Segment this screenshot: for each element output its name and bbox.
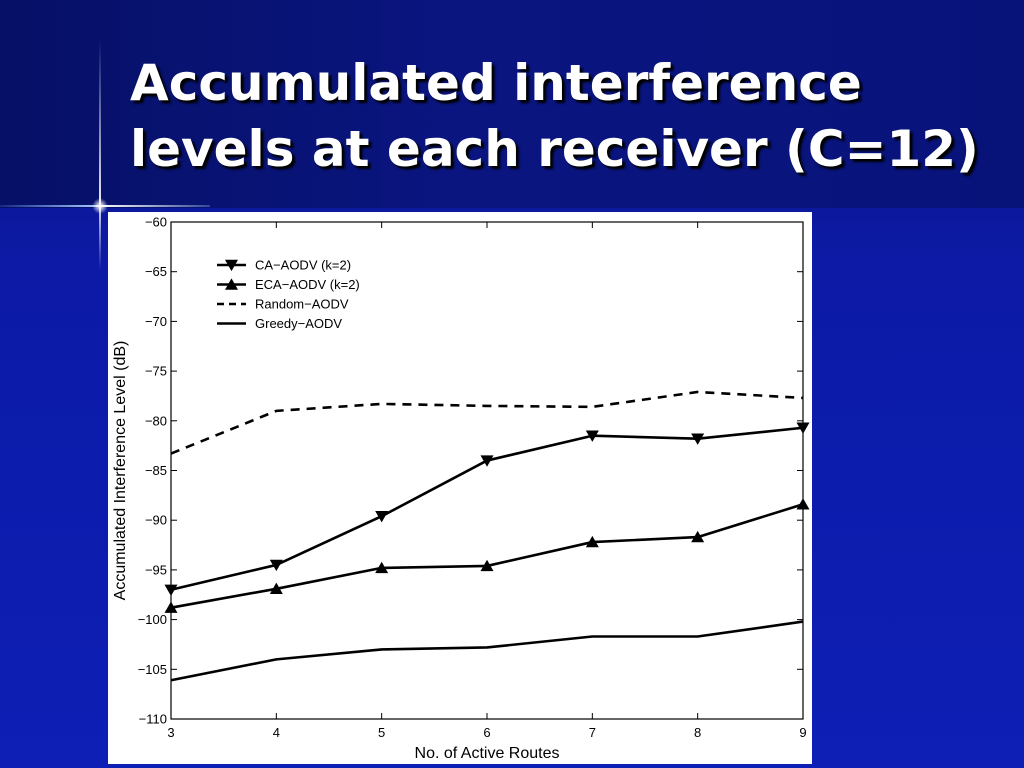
y-tick-label: −100 (138, 612, 167, 627)
accent-star-glow (92, 198, 108, 214)
slide-title-line-2: levels at each receiver (C=12) (130, 120, 979, 178)
y-tick-label: −65 (145, 264, 167, 279)
data-point-marker (585, 535, 599, 548)
y-tick-label: −110 (139, 712, 167, 727)
legend-label: Greedy−AODV (255, 316, 342, 331)
legend-item: ECA−AODV (k=2) (217, 277, 360, 292)
slide-title: Accumulated interference levels at each … (130, 50, 1010, 182)
data-point-marker (691, 433, 705, 445)
data-point-marker (269, 559, 283, 572)
data-point-marker (585, 430, 599, 442)
y-tick-label: −70 (145, 314, 167, 329)
chart-panel: −60 −65 −70 −75 −80 −85 −90 −95 −100 −105 −110 3 4 5 6… (108, 212, 812, 764)
series-greedy-aodv (170, 620, 804, 682)
y-tick-label: −90 (145, 513, 167, 528)
chart-background (108, 212, 812, 764)
chart-legend: CA−AODV (k=2) ECA−AODV (k=2) Random−AODV Gr… (217, 258, 360, 331)
x-tick-label: 8 (694, 725, 701, 740)
title-band (0, 0, 1024, 208)
series-line (170, 620, 804, 682)
legend-item: Greedy−AODV (217, 316, 342, 331)
legend-item: CA−AODV (k=2) (217, 258, 351, 273)
y-tick-label: −75 (145, 364, 167, 379)
legend-marker (225, 278, 238, 290)
series-lines (164, 390, 810, 682)
data-point-marker (375, 561, 389, 574)
legend-label: CA−AODV (k=2) (255, 258, 351, 273)
y-tick-label: −80 (145, 413, 167, 428)
data-point-marker (375, 511, 389, 523)
y-axis-label: Accumulated Interference Level (dB) (112, 341, 129, 601)
data-point-marker (269, 582, 283, 594)
series-random-aodv (170, 390, 804, 455)
y-tick-label: −60 (145, 215, 167, 230)
x-tick-label: 3 (167, 725, 174, 740)
x-tick-label: 6 (483, 725, 490, 740)
legend-item: Random−AODV (217, 297, 349, 312)
y-tick-label: −85 (145, 463, 167, 478)
data-point-marker (480, 455, 494, 467)
legend-label: Random−AODV (255, 297, 349, 312)
data-point-marker (480, 559, 494, 572)
x-tick-label: 7 (589, 725, 596, 740)
x-axis-label: No. of Active Routes (415, 745, 560, 762)
y-tick-label: −95 (145, 562, 167, 577)
data-point-marker (691, 530, 705, 543)
legend-marker (225, 259, 238, 272)
slide-title-line-1: Accumulated interference (130, 54, 862, 112)
series-line (170, 390, 804, 455)
x-tick-label: 5 (378, 725, 385, 740)
accent-vertical-line (99, 40, 101, 270)
x-tick-label: 9 (799, 725, 806, 740)
y-tick-label: −105 (138, 662, 167, 677)
plot-frame (170, 221, 804, 720)
legend-label: ECA−AODV (k=2) (255, 277, 360, 292)
series-eca-aodv-k-2 (164, 498, 810, 613)
x-tick-label: 4 (273, 725, 280, 740)
